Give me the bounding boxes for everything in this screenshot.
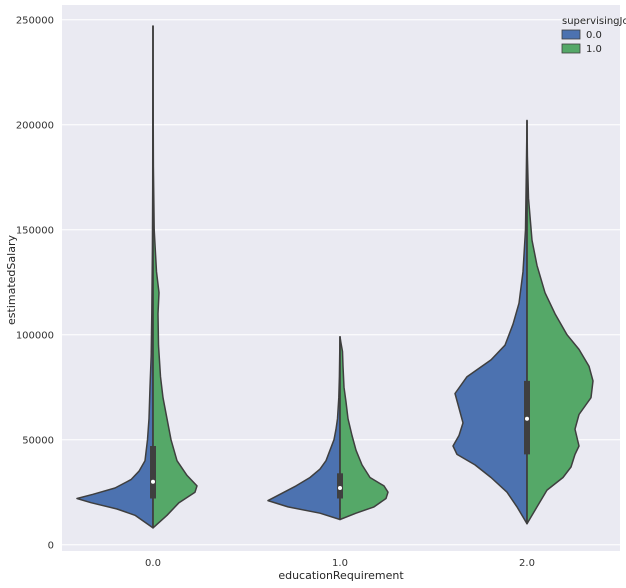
x-tick-label: 1.0 [332,558,348,569]
legend-label: 0.0 [586,30,602,41]
violin-median-dot [338,486,342,490]
legend-items: 0.01.0 [561,29,602,55]
x-tick-labels: 0.0 1.0 2.0 [145,558,535,569]
y-tick-label: 50000 [22,436,54,447]
violins [76,25,594,529]
y-tick-label: 100000 [16,331,54,342]
violin-median-dot [151,479,155,484]
x-tick-label: 0.0 [145,558,161,569]
y-axis-label: estimatedSalary [5,235,18,325]
violin-left-half [452,119,528,525]
violin-right-half [339,336,389,521]
violin-right-half [526,119,594,525]
legend-title: supervisingJob [562,16,626,27]
y-tick-label: 0 [48,541,54,552]
x-axis-label: educationRequirement [278,569,404,582]
violin-median-dot [525,416,529,421]
y-tick-label: 200000 [16,121,54,132]
legend-label: 1.0 [586,44,602,55]
legend-swatch [561,29,581,40]
legend: supervisingJob 0.01.0 [561,16,626,55]
legend-swatch [561,43,581,54]
y-tick-label: 250000 [16,16,54,27]
x-tick-label: 2.0 [519,558,535,569]
y-tick-labels: 0 50000 100000 150000 200000 250000 [16,16,54,552]
y-tick-label: 150000 [16,226,54,237]
